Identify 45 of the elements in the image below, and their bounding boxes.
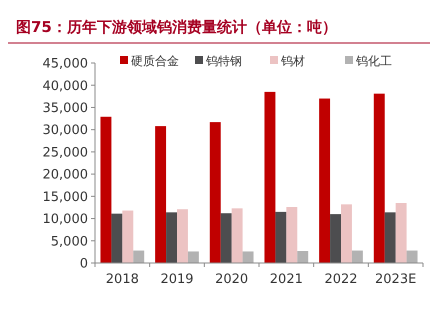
bar <box>374 94 385 263</box>
legend-label: 钨特钢 <box>205 54 242 68</box>
legend-label: 钨材 <box>280 54 305 68</box>
bar <box>286 207 298 263</box>
chart-title: 图75：历年下游领域钨消费量统计（单位：吨） <box>16 18 337 36</box>
y-tick-label: 25,000 <box>42 145 88 160</box>
bar <box>155 126 166 263</box>
y-tick-label: 10,000 <box>42 212 88 228</box>
bar <box>319 98 330 263</box>
bar <box>133 250 144 263</box>
bar <box>396 203 407 263</box>
bar <box>232 208 243 263</box>
bar <box>264 92 276 263</box>
bar <box>297 251 308 263</box>
y-tick-label: 30,000 <box>42 123 88 138</box>
x-tick-label: 2019 <box>160 272 194 287</box>
bar <box>210 122 221 263</box>
x-tick-label: 2021 <box>270 272 303 287</box>
bar <box>341 204 352 263</box>
bar <box>352 250 363 263</box>
bar <box>122 210 134 263</box>
bar <box>384 212 396 263</box>
y-tick-label: 35,000 <box>42 100 88 116</box>
x-tick-label: 2020 <box>215 272 248 287</box>
legend-label: 钨化工 <box>355 54 392 68</box>
bar <box>220 213 232 263</box>
y-tick-label: 5,000 <box>50 234 88 250</box>
y-tick-label: 15,000 <box>42 190 88 205</box>
bar <box>166 212 177 263</box>
legend-label: 硬质合金 <box>131 54 179 68</box>
y-tick-label: 45,000 <box>42 56 88 72</box>
y-tick-label: 0 <box>80 256 88 272</box>
y-tick-label: 20,000 <box>42 168 88 183</box>
bar <box>330 214 341 263</box>
x-tick-label: 2023E <box>375 272 416 287</box>
x-tick-label: 2022 <box>324 272 358 287</box>
bar <box>111 214 122 263</box>
bar <box>242 251 254 263</box>
bar <box>275 212 286 263</box>
y-tick-label: 40,000 <box>42 78 88 94</box>
bar <box>188 251 199 263</box>
bar <box>406 250 418 263</box>
bar <box>177 209 188 263</box>
bar <box>100 116 112 263</box>
x-tick-label: 2018 <box>106 272 139 287</box>
